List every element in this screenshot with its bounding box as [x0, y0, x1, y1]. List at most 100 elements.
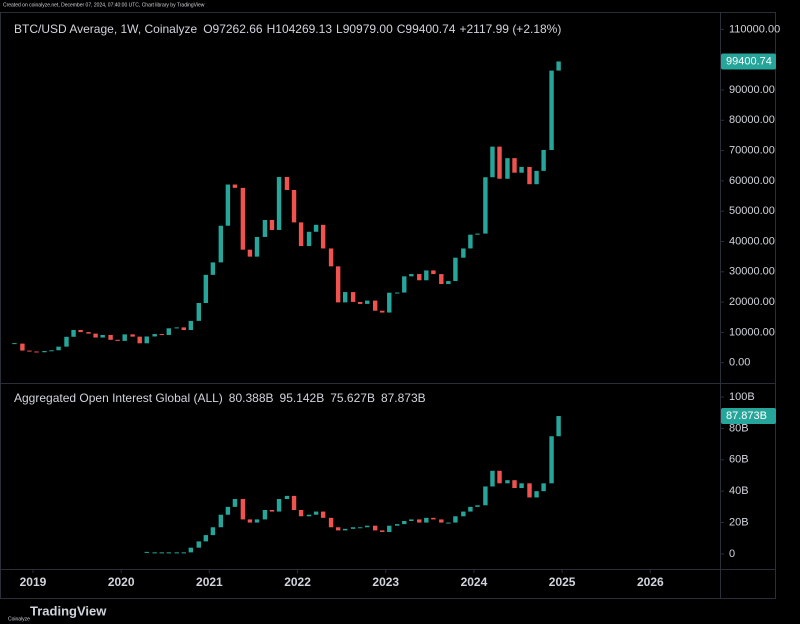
candle: [174, 552, 179, 554]
candle: [527, 166, 532, 185]
candle: [357, 301, 363, 304]
candle: [320, 511, 326, 518]
oi-title: Aggregated Open Interest Global (ALL): [14, 391, 223, 405]
candle: [247, 249, 253, 257]
candle: [144, 551, 149, 553]
candle: [49, 350, 54, 352]
candle: [439, 274, 444, 285]
x-tick-label: 2021: [196, 575, 223, 589]
last-value-label: 99400.74: [726, 55, 772, 67]
candle: [166, 328, 172, 335]
candle: [86, 332, 91, 334]
candle: [335, 266, 341, 303]
candle: [232, 184, 238, 188]
candle: [108, 334, 113, 340]
header-note: Created on coinalyze.net, December 07, 2…: [3, 2, 205, 8]
candle: [276, 176, 282, 230]
candle: [93, 333, 98, 338]
x-tick-label: 2019: [20, 575, 47, 589]
candle: [254, 236, 260, 257]
x-tick-label: 2024: [461, 575, 488, 589]
candle: [159, 552, 164, 554]
candle: [541, 149, 546, 171]
candle: [475, 505, 480, 507]
candle: [431, 517, 436, 520]
candle: [446, 522, 451, 524]
candle: [380, 530, 385, 532]
candle: [210, 262, 216, 275]
candle: [298, 510, 304, 517]
candle: [100, 334, 105, 338]
candle: [115, 339, 120, 341]
y-tick-label: 40B: [729, 485, 749, 497]
candle: [417, 519, 422, 523]
y-tick-label: 80B: [729, 422, 749, 434]
candle: [196, 303, 201, 321]
candle: [20, 343, 25, 351]
chart-frame: [0, 12, 776, 599]
candle: [188, 320, 194, 331]
candle: [291, 189, 297, 223]
candle: [240, 187, 246, 250]
candle: [203, 274, 209, 303]
candle: [497, 146, 502, 179]
candle: [372, 300, 378, 311]
candle: [468, 506, 473, 512]
candle: [395, 524, 400, 526]
oi-value: 80.388B: [229, 391, 274, 405]
y-tick-label: 50000.00: [729, 205, 775, 217]
candle: [34, 351, 39, 353]
candle: [417, 274, 422, 281]
candle: [218, 225, 224, 263]
ohlc-key: L: [336, 22, 343, 36]
ohlc-value: 97262.66: [213, 22, 263, 36]
candle: [284, 495, 290, 500]
candle: [439, 519, 444, 523]
candle: [42, 351, 47, 353]
candle: [64, 336, 69, 347]
y-tick-label: 90000.00: [729, 84, 775, 96]
candle: [446, 281, 451, 285]
candle: [262, 219, 268, 237]
candle: [188, 547, 194, 553]
candle: [505, 480, 510, 484]
x-tick-label: 2022: [284, 575, 311, 589]
y-tick-label: 80000.00: [729, 114, 775, 126]
candle: [262, 510, 268, 520]
candle: [387, 525, 392, 532]
y-tick-label: 40000.00: [729, 235, 775, 247]
oi-value: 95.142B: [280, 391, 325, 405]
candle: [320, 224, 326, 249]
candle: [387, 292, 392, 313]
candle: [350, 527, 356, 529]
candle: [490, 470, 495, 487]
x-tick-label: 2026: [637, 575, 664, 589]
candle: [181, 552, 186, 554]
candle: [71, 329, 76, 337]
candle: [342, 292, 348, 303]
candle: [78, 329, 83, 333]
candle: [505, 158, 510, 179]
ohlc-value: 90979.00: [343, 22, 393, 36]
candle: [357, 527, 363, 529]
last-value-badge: [721, 408, 776, 425]
y-tick-label: 20000.00: [729, 296, 775, 308]
oi-legend: Aggregated Open Interest Global (ALL) 80…: [14, 391, 426, 405]
candle: [225, 506, 231, 515]
candle: [483, 486, 488, 506]
candle: [232, 499, 238, 507]
candle: [549, 436, 554, 484]
candle: [218, 514, 224, 528]
candle: [196, 541, 201, 548]
candle: [365, 525, 370, 528]
candle: [512, 480, 517, 489]
candle: [519, 483, 524, 489]
ohlc-value: 99400.74: [405, 22, 455, 36]
y-tick-label: 20B: [729, 516, 749, 528]
candle: [512, 158, 517, 173]
price-title: BTC/USD Average, 1W, Coinalyze: [14, 22, 198, 36]
candle: [122, 334, 127, 341]
candle: [402, 520, 407, 525]
oi-value: 87.873B: [381, 391, 426, 405]
